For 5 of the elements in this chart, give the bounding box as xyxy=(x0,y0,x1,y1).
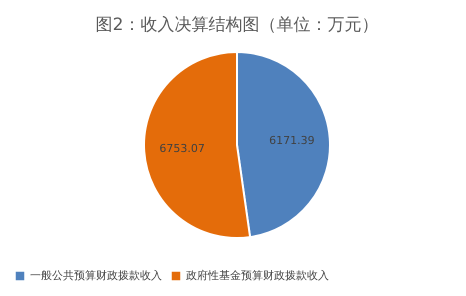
legend-label: 一般公共预算财政拨款收入 xyxy=(30,269,162,282)
legend-label: 政府性基金预算财政拨款收入 xyxy=(186,269,329,282)
data-label: 6753.07 xyxy=(159,142,205,155)
data-label: 6171.39 xyxy=(269,134,315,148)
chart-title: 图2：收入决算结构图（单位：万元） xyxy=(96,15,378,35)
